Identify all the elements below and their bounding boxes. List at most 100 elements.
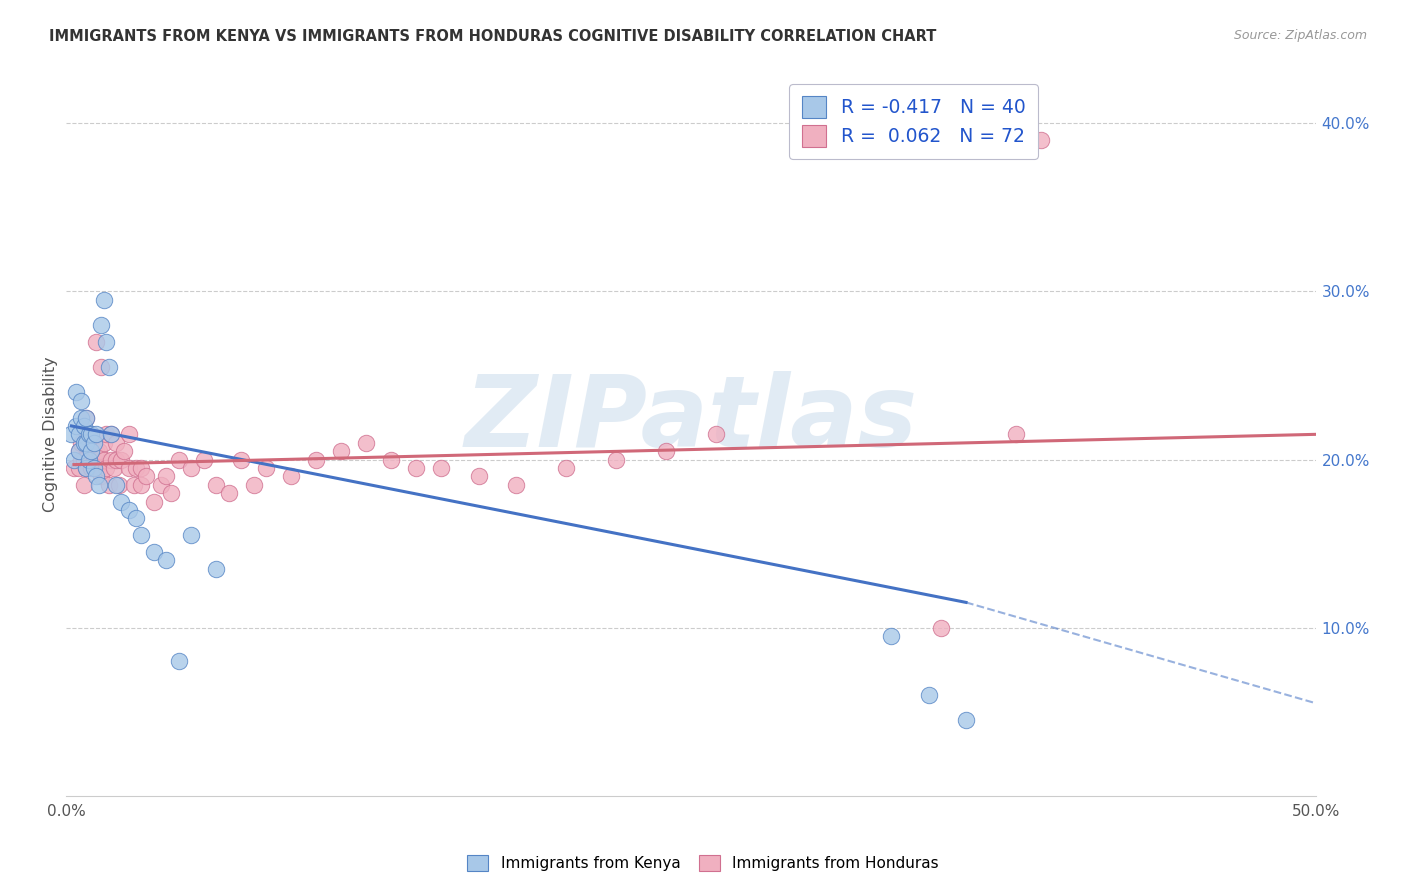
Point: [83, 435, 105, 450]
Point: [86, 461, 108, 475]
Point: [1005, 427, 1028, 442]
Point: [193, 452, 215, 467]
Point: [65, 385, 87, 400]
Text: ZIPatlas: ZIPatlas: [464, 371, 918, 468]
Point: [75, 410, 97, 425]
Point: [167, 452, 190, 467]
Point: [155, 469, 177, 483]
Point: [131, 461, 153, 475]
Point: [100, 427, 122, 442]
Legend: Immigrants from Kenya, Immigrants from Honduras: Immigrants from Kenya, Immigrants from H…: [461, 849, 945, 877]
Point: [80, 427, 103, 442]
Point: [155, 553, 177, 567]
Point: [118, 461, 141, 475]
Point: [150, 477, 173, 491]
Point: [77, 435, 100, 450]
Point: [131, 477, 153, 491]
Point: [87, 477, 110, 491]
Point: [205, 477, 228, 491]
Point: [87, 444, 110, 458]
Point: [77, 452, 100, 467]
Point: [218, 486, 240, 500]
Point: [86, 334, 108, 349]
Point: [125, 511, 148, 525]
Point: [73, 418, 96, 433]
Point: [110, 452, 132, 467]
Point: [605, 452, 627, 467]
Text: Source: ZipAtlas.com: Source: ZipAtlas.com: [1233, 29, 1367, 42]
Point: [70, 435, 93, 450]
Point: [103, 461, 125, 475]
Point: [86, 427, 108, 442]
Point: [430, 461, 453, 475]
Point: [917, 688, 939, 702]
Point: [73, 435, 96, 450]
Point: [280, 469, 302, 483]
Point: [77, 452, 100, 467]
Point: [110, 494, 132, 508]
Point: [305, 452, 328, 467]
Point: [67, 444, 90, 458]
Point: [105, 452, 128, 467]
Point: [93, 435, 115, 450]
Point: [96, 427, 118, 442]
Point: [96, 334, 118, 349]
Point: [180, 528, 202, 542]
Point: [90, 469, 112, 483]
Point: [77, 427, 100, 442]
Point: [254, 461, 277, 475]
Point: [100, 452, 122, 467]
Point: [555, 461, 578, 475]
Legend: R = -0.417   N = 40, R =  0.062   N = 72: R = -0.417 N = 40, R = 0.062 N = 72: [789, 84, 1038, 159]
Point: [83, 452, 105, 467]
Point: [97, 360, 120, 375]
Point: [108, 477, 131, 491]
Point: [100, 427, 122, 442]
Point: [80, 444, 103, 458]
Point: [73, 452, 96, 467]
Point: [231, 452, 253, 467]
Point: [122, 477, 145, 491]
Text: IMMIGRANTS FROM KENYA VS IMMIGRANTS FROM HONDURAS COGNITIVE DISABILITY CORRELATI: IMMIGRANTS FROM KENYA VS IMMIGRANTS FROM…: [49, 29, 936, 44]
Point: [135, 469, 157, 483]
Point: [63, 452, 86, 467]
Point: [93, 452, 115, 467]
Point: [142, 494, 165, 508]
Point: [505, 477, 527, 491]
Point: [80, 461, 103, 475]
Point: [75, 410, 97, 425]
Point: [67, 461, 90, 475]
Point: [160, 486, 183, 500]
Point: [330, 444, 353, 458]
Point: [80, 444, 103, 458]
Point: [205, 562, 228, 576]
Point: [167, 654, 190, 668]
Point: [243, 477, 266, 491]
Point: [70, 452, 93, 467]
Point: [87, 461, 110, 475]
Point: [60, 427, 83, 442]
Point: [112, 444, 135, 458]
Point: [90, 318, 112, 332]
Point: [86, 469, 108, 483]
Point: [83, 461, 105, 475]
Point: [83, 435, 105, 450]
Point: [75, 427, 97, 442]
Point: [1029, 133, 1052, 147]
Point: [118, 427, 141, 442]
Point: [929, 621, 952, 635]
Point: [955, 713, 977, 727]
Point: [75, 461, 97, 475]
Point: [131, 528, 153, 542]
Point: [655, 444, 678, 458]
Point: [86, 444, 108, 458]
Point: [105, 435, 128, 450]
Point: [380, 452, 402, 467]
Point: [880, 629, 903, 643]
Point: [93, 293, 115, 307]
Point: [105, 477, 128, 491]
Point: [142, 545, 165, 559]
Point: [67, 427, 90, 442]
Point: [80, 427, 103, 442]
Point: [73, 477, 96, 491]
